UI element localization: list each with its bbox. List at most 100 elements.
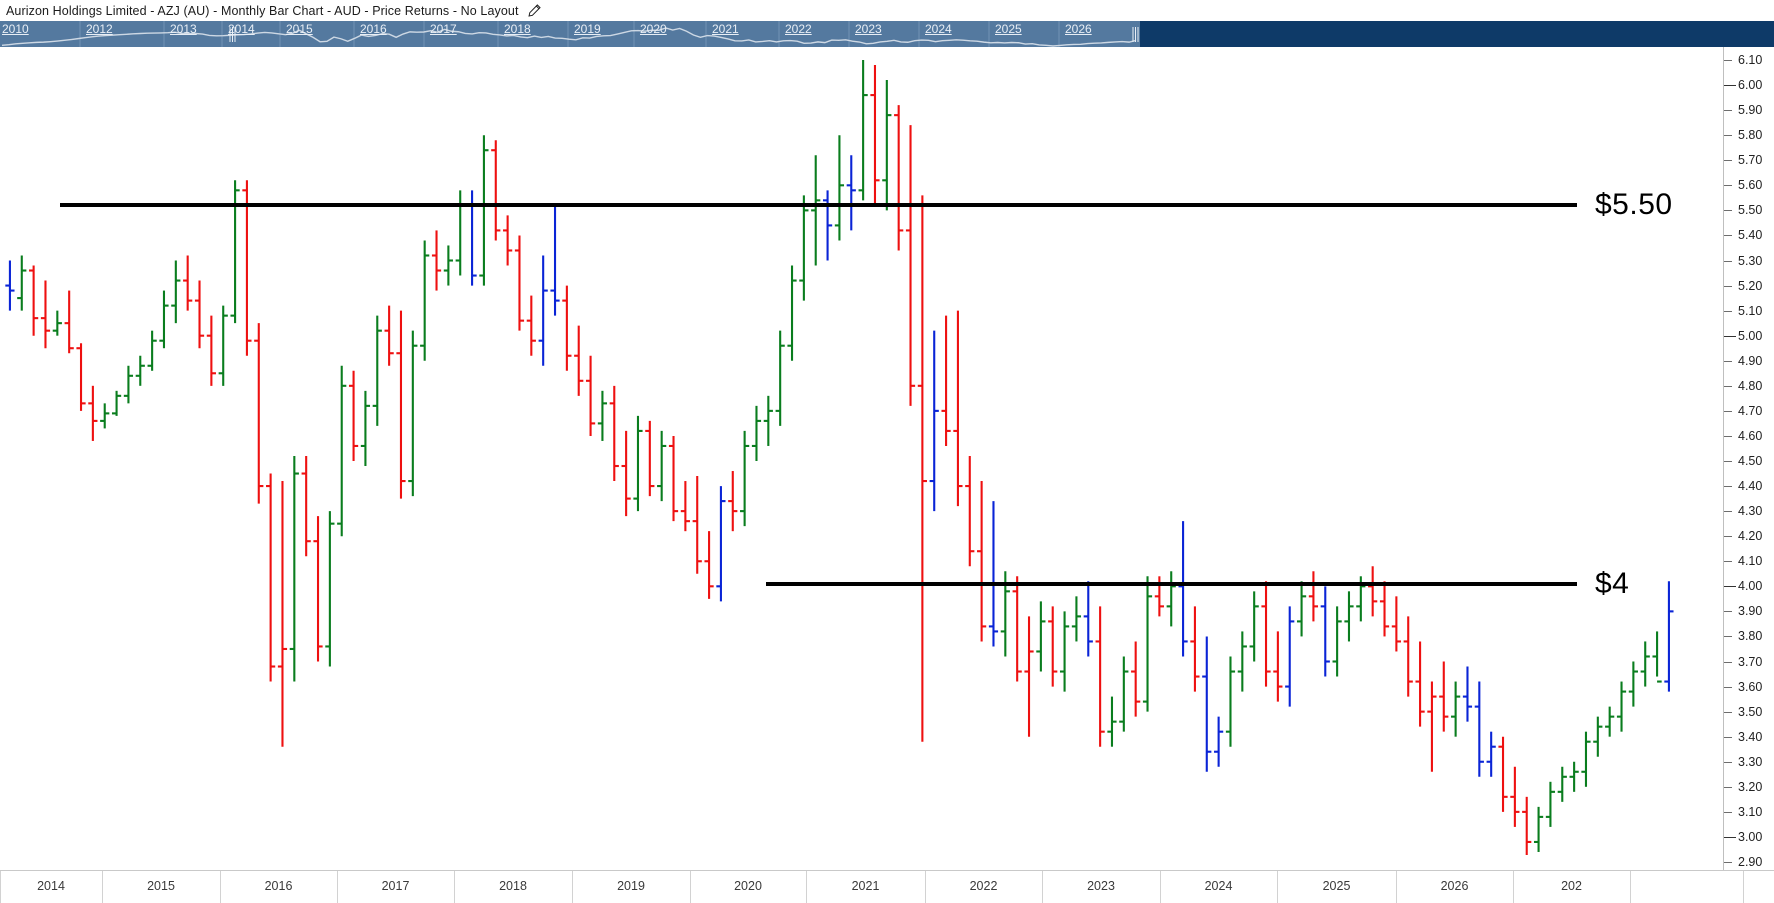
navigator-year-label: 2016 xyxy=(360,22,387,36)
navigator-year-label: 2010 xyxy=(2,22,29,36)
price-tick xyxy=(1724,60,1732,61)
price-tick xyxy=(1724,385,1732,387)
price-tick xyxy=(1724,761,1732,763)
date-axis-label: 2018 xyxy=(499,879,527,893)
date-axis-separator xyxy=(102,871,103,903)
ohlc-bar xyxy=(953,310,963,507)
date-axis-separator xyxy=(1160,871,1161,903)
ohlc-bar xyxy=(123,365,134,404)
navigator-year-label: 2025 xyxy=(995,22,1022,36)
ohlc-bar xyxy=(194,280,205,349)
ohlc-bar xyxy=(1474,681,1484,777)
price-tick-label: 3.30 xyxy=(1738,754,1763,769)
date-axis-label: 2014 xyxy=(37,879,65,893)
date-axis[interactable]: 2014 2015 2016 2017 2018 2019 2020 2021 2022 2023… xyxy=(0,870,1774,903)
ohlc-bar xyxy=(100,403,110,429)
price-tick-label: 4.60 xyxy=(1738,428,1763,443)
navigator-right-handle[interactable] xyxy=(1131,26,1140,43)
ohlc-bar xyxy=(858,60,868,201)
date-axis-label: 2024 xyxy=(1204,879,1233,893)
ohlc-bar xyxy=(1332,606,1342,677)
price-tick-label: 5.90 xyxy=(1738,103,1763,118)
ohlc-bar xyxy=(822,190,833,261)
price-tick xyxy=(1724,310,1732,312)
ohlc-bar xyxy=(1593,716,1603,757)
ohlc-bar xyxy=(1285,606,1295,707)
navigator-year-label: 2012 xyxy=(86,22,113,36)
ohlc-bar xyxy=(420,240,430,361)
ohlc-bar xyxy=(325,511,335,667)
date-axis-label: 2026 xyxy=(1440,879,1469,893)
ohlc-bar xyxy=(1533,806,1544,852)
ohlc-bar xyxy=(1036,601,1046,672)
price-tick-label: 5.00 xyxy=(1738,328,1763,343)
time-range-navigator[interactable]: 2010 2012 2013 2014 2015 2016 2017 2018 2019 2020… xyxy=(0,21,1774,47)
price-tick-label: 4.80 xyxy=(1738,378,1763,393)
ohlc-bar xyxy=(1202,636,1212,772)
navigator-year-label: 2017 xyxy=(430,22,457,36)
ohlc-bar xyxy=(1320,586,1330,677)
ohlc-bar xyxy=(29,265,39,336)
ohlc-bar xyxy=(171,260,181,324)
ohlc-bar xyxy=(1439,661,1449,732)
ohlc-bar xyxy=(408,330,418,497)
price-tick-label: 5.80 xyxy=(1738,128,1763,143)
navigator-year-label: 2020 xyxy=(640,22,667,36)
support-line-400[interactable] xyxy=(766,581,1577,586)
pencil-icon[interactable] xyxy=(527,4,541,17)
ohlc-bar xyxy=(384,305,394,366)
ohlc-bar xyxy=(301,455,311,557)
ohlc-bar xyxy=(1498,736,1508,812)
price-tick-label: 3.20 xyxy=(1738,779,1763,794)
resistance-line-550[interactable] xyxy=(60,203,1577,208)
ohlc-bar xyxy=(1142,576,1153,712)
ohlc-bar xyxy=(1628,661,1638,707)
ohlc-bar xyxy=(431,230,442,291)
ohlc-bar xyxy=(1557,766,1567,802)
ohlc-bar xyxy=(1249,591,1259,662)
ohlc-bar xyxy=(289,455,299,682)
price-tick xyxy=(1724,636,1732,638)
ohlc-bar xyxy=(491,140,501,241)
ohlc-bar xyxy=(396,310,406,499)
price-tick xyxy=(1724,210,1732,212)
ohlc-bar xyxy=(1522,796,1532,857)
navigator-left-handle[interactable] xyxy=(228,26,237,43)
navigator-year-label: 2018 xyxy=(504,22,531,36)
ohlc-bar xyxy=(811,155,821,266)
date-axis-label: 2015 xyxy=(147,879,175,893)
ohlc-bar xyxy=(206,315,216,386)
price-tick-label: 5.40 xyxy=(1738,228,1763,243)
ohlc-bar xyxy=(64,290,74,354)
price-tick-label: 5.20 xyxy=(1738,278,1763,293)
date-axis-label: 2021 xyxy=(851,879,880,893)
ohlc-bar xyxy=(135,355,145,386)
date-axis-label: 2023 xyxy=(1087,879,1115,893)
date-axis-separator xyxy=(454,871,455,903)
price-tick xyxy=(1724,736,1732,738)
ohlc-bar xyxy=(562,285,572,371)
price-chart-plot-area[interactable]: $5.50 $4 xyxy=(0,47,1723,870)
price-tick-label: 2.90 xyxy=(1738,855,1763,869)
date-axis-separator xyxy=(0,871,1,903)
ohlc-bar xyxy=(1273,631,1283,702)
price-tick-label: 6.10 xyxy=(1738,53,1763,67)
navigator-year-label: 2026 xyxy=(1065,22,1092,36)
ohlc-bar xyxy=(1296,581,1307,637)
ohlc-bar xyxy=(443,245,453,286)
ohlc-bar xyxy=(111,390,122,416)
price-tick xyxy=(1724,285,1732,287)
ohlc-bar xyxy=(834,135,845,241)
ohlc-bar xyxy=(1451,681,1461,737)
price-axis[interactable]: 6.10 6.00 5.90 5.80 5.70 5.60 5.50 5.40 5.30 5.20… xyxy=(1723,47,1774,870)
price-tick xyxy=(1724,260,1732,262)
navigator-overview-line xyxy=(1,21,1137,47)
price-tick-label: 3.40 xyxy=(1738,729,1763,744)
ohlc-bar xyxy=(763,395,773,446)
price-tick-label: 4.00 xyxy=(1738,579,1763,594)
ohlc-bar xyxy=(348,370,359,461)
ohlc-bar xyxy=(1107,696,1117,747)
ohlc-bar xyxy=(5,260,15,311)
navigator-year-label: 2021 xyxy=(712,22,739,36)
resistance-line-550-label: $5.50 xyxy=(1595,188,1673,222)
